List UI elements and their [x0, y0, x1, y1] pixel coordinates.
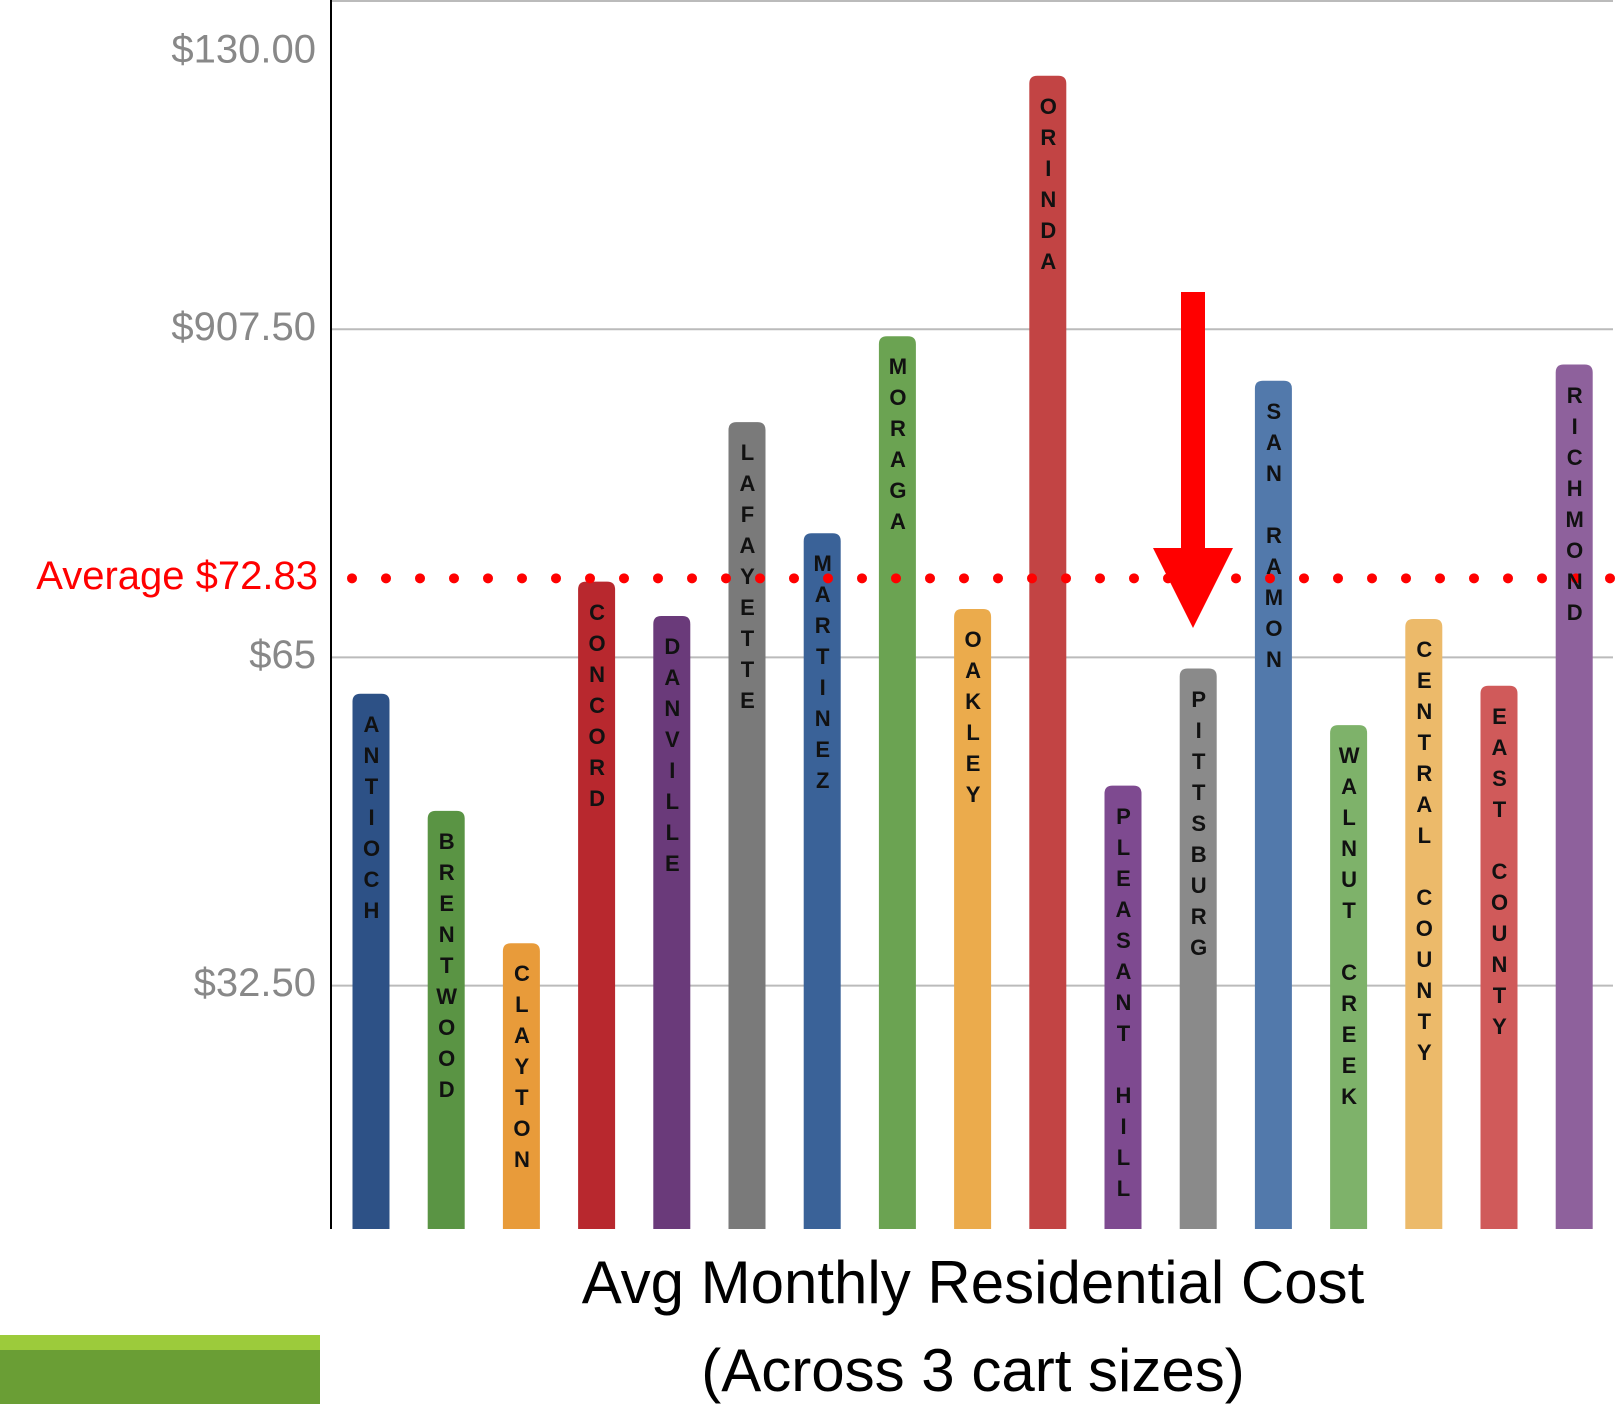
- category-label: SAN RAMON: [1261, 398, 1287, 678]
- category-label: MORAGA: [885, 354, 911, 541]
- y-tick-label: $65: [249, 633, 316, 677]
- chart-title: Avg Monthly Residential Cost: [582, 1249, 1365, 1316]
- category-label: WALNUT CREEK: [1336, 743, 1362, 1116]
- chart-subtitle: (Across 3 cart sizes): [701, 1337, 1244, 1404]
- bar: [1405, 619, 1443, 1229]
- category-label: DANVILLE: [659, 634, 685, 882]
- category-label: PITTSBURG: [1186, 686, 1212, 966]
- arrow-shaft: [1181, 292, 1205, 550]
- bar: [502, 943, 540, 1229]
- bar: [954, 608, 992, 1229]
- category-label: BRENTWOOD: [434, 828, 460, 1108]
- y-tick-label: $32.50: [194, 961, 316, 1005]
- bar: [1480, 685, 1518, 1229]
- y-tick-label: $907.50: [171, 305, 316, 349]
- category-label: PLEASANT HILL: [1111, 803, 1136, 1207]
- category-label: RICHMOND: [1562, 382, 1588, 631]
- category-label: OAKLEY: [960, 626, 986, 813]
- category-label: CLAYTON: [509, 961, 535, 1179]
- bar: [352, 693, 390, 1229]
- category-label: CONCORD: [584, 599, 610, 817]
- bar: [1555, 364, 1593, 1230]
- arrow-head: [1153, 548, 1233, 628]
- category-label: ANTIOCH: [359, 711, 384, 929]
- bar: [1330, 725, 1368, 1229]
- bar: [653, 616, 691, 1229]
- average-label: Average $72.83: [36, 554, 318, 598]
- decor-strip: [0, 1335, 320, 1350]
- category-label: MARTINEZ: [810, 551, 836, 800]
- y-tick-label: $130.00: [171, 28, 316, 72]
- category-label: ORINDA: [1035, 93, 1061, 280]
- category-label: CENTRAL COUNTY: [1411, 637, 1437, 1072]
- category-label: LAFAYETTE: [735, 440, 760, 720]
- bar: [803, 533, 841, 1229]
- bar: [1029, 75, 1067, 1230]
- bar: [728, 422, 766, 1230]
- bar: [578, 581, 616, 1229]
- bar: [1104, 785, 1142, 1229]
- bar: [878, 336, 916, 1229]
- bar: [1254, 380, 1292, 1229]
- bar: [1179, 668, 1217, 1229]
- category-label: EAST COUNTY: [1487, 703, 1512, 1045]
- bar: [427, 810, 465, 1229]
